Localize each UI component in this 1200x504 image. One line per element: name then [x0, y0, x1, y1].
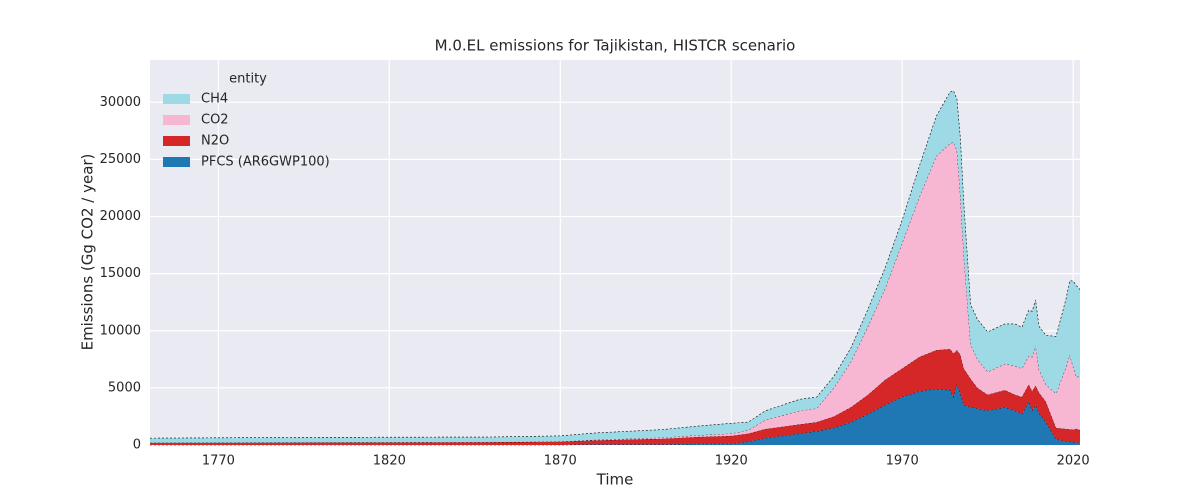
legend-label: CH4	[201, 92, 228, 107]
y-tick-label: 25000	[100, 152, 141, 167]
y-axis-label: Emissions (Gg CO2 / year)	[79, 154, 97, 351]
y-tick-label: 0	[133, 438, 141, 453]
areas	[149, 90, 1081, 446]
legend-swatch	[163, 136, 190, 146]
axes: 0 5000 10000 15000 20000 25000 30000 1770 1820 18…	[100, 95, 1090, 469]
x-axis-label: Time	[596, 471, 634, 489]
x-tick-label: 1770	[202, 454, 235, 469]
area	[150, 90, 1080, 443]
y-tick-label: 15000	[100, 266, 141, 281]
legend-label: PFCS (AR6GWP100)	[201, 155, 330, 170]
legend-title: entity	[229, 72, 267, 87]
legend-swatch	[163, 115, 190, 125]
area	[150, 384, 1080, 445]
area	[150, 142, 1080, 443]
y-tick-label: 30000	[100, 95, 141, 110]
legend-swatch	[163, 157, 190, 167]
legend-label: N2O	[201, 134, 229, 149]
legend: entity CH4 CO2 N2O PFCS (AR6GWP100)	[163, 72, 330, 170]
x-tick-label: 2020	[1057, 454, 1090, 469]
area-edge	[149, 348, 1081, 444]
y-tick-label: 5000	[108, 380, 141, 395]
area-edge	[149, 90, 1081, 439]
area	[150, 349, 1080, 445]
y-tick-label: 10000	[100, 323, 141, 338]
x-tick-label: 1970	[886, 454, 919, 469]
x-tick-label: 1820	[373, 454, 406, 469]
x-tick-label: 1870	[544, 454, 577, 469]
x-tick-label: 1920	[715, 454, 748, 469]
legend-swatch	[163, 94, 190, 104]
legend-label: CO2	[201, 113, 229, 128]
grid	[150, 60, 1080, 446]
y-tick-label: 20000	[100, 209, 141, 224]
chart-title: M.0.EL emissions for Tajikistan, HISTCR …	[435, 37, 796, 55]
